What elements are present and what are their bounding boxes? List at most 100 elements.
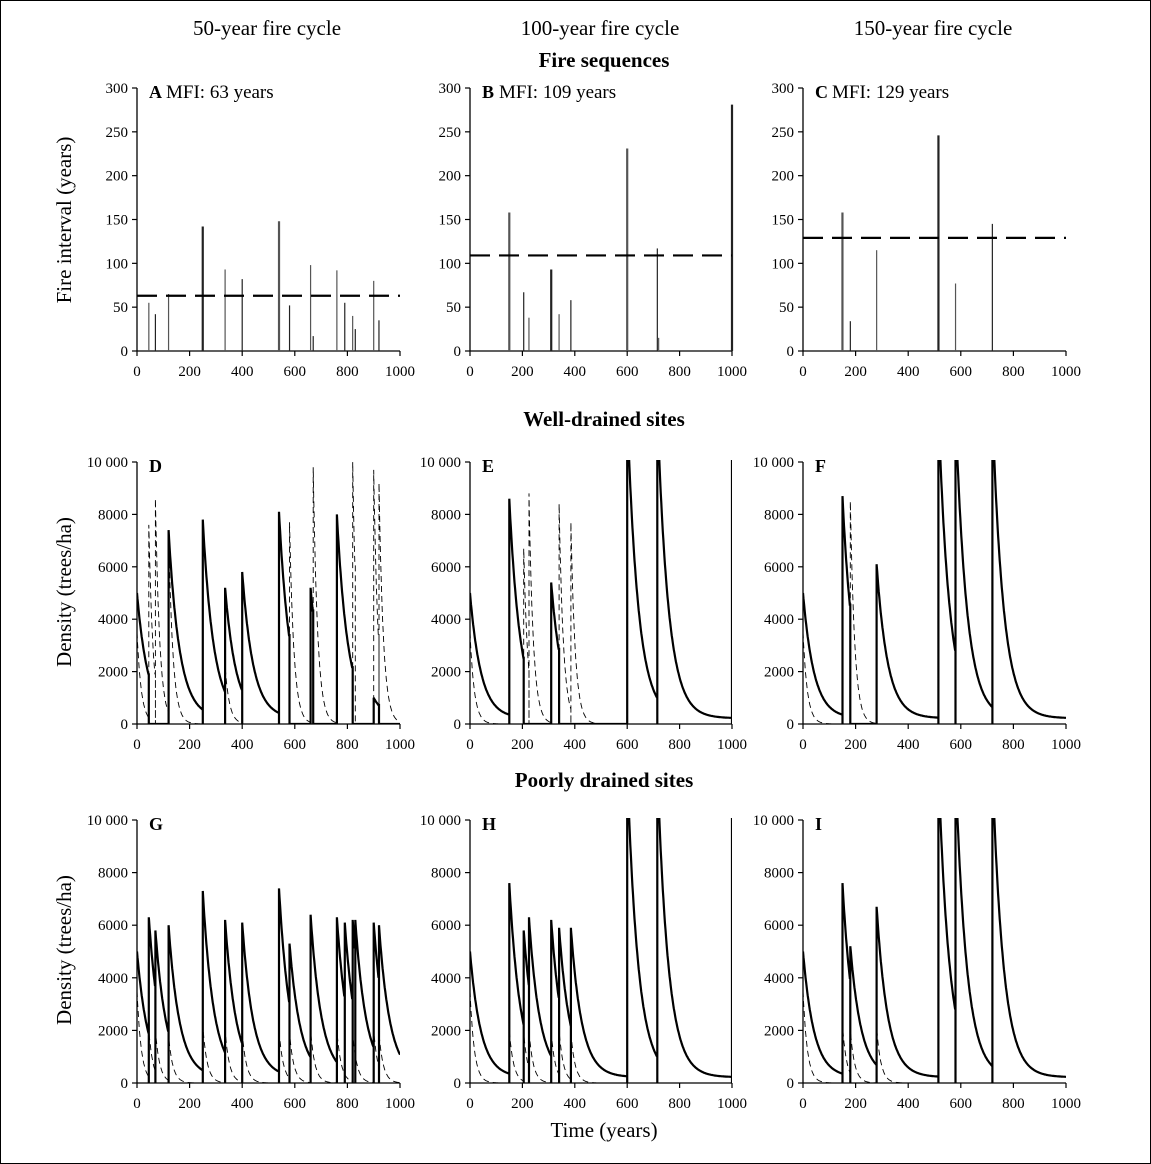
y-tick-label: 2000 — [431, 1023, 461, 1039]
y-tick-label: 2000 — [98, 665, 128, 681]
y-tick-label: 0 — [121, 344, 129, 360]
x-tick-label: 800 — [1002, 364, 1025, 380]
y-tick-label: 0 — [787, 717, 795, 733]
x-tick-label: 1000 — [385, 364, 415, 380]
x-tick-label: 400 — [564, 364, 587, 380]
x-tick-label: 0 — [133, 1096, 141, 1112]
x-tick-label: 1000 — [385, 1096, 415, 1112]
series-line-solid — [803, 460, 1066, 724]
y-tick-label: 50 — [446, 300, 461, 316]
x-tick-label: 400 — [231, 737, 254, 753]
y-tick-label: 6000 — [98, 560, 128, 576]
y-tick-label: 100 — [106, 256, 129, 272]
panel-C: 0 50 100 150 200 250 300 0 200 400 600 800 1000 C MFI:… — [772, 81, 1082, 380]
x-tick-label: 600 — [950, 364, 973, 380]
y-tick-label: 300 — [106, 81, 129, 97]
y-axis-label-density-well: Density (trees/ha) — [52, 517, 76, 667]
y-tick-label: 6000 — [764, 918, 794, 934]
panel-note-C: MFI: 129 years — [832, 82, 949, 103]
x-tick-label: 200 — [511, 364, 534, 380]
y-tick-label: 200 — [106, 169, 129, 185]
y-tick-label: 8000 — [764, 507, 794, 523]
y-tick-label: 4000 — [431, 971, 461, 987]
series-line-dashed — [470, 990, 732, 1083]
y-tick-label: 150 — [772, 213, 795, 229]
panel-H: 0 2000 4000 6000 8000 10 000 0 200 400 600 800 1000… — [420, 813, 747, 1112]
y-axis-label-fire-interval: Fire interval (years) — [52, 137, 76, 304]
x-tick-label: 600 — [284, 1096, 307, 1112]
y-tick-label: 4000 — [98, 971, 128, 987]
y-tick-label: 4000 — [764, 612, 794, 628]
y-tick-label: 0 — [121, 1076, 129, 1092]
x-tick-label: 1000 — [1051, 1096, 1081, 1112]
y-tick-label: 2000 — [764, 665, 794, 681]
panel-label-E: E — [482, 456, 494, 476]
panel-note-A: MFI: 63 years — [166, 82, 274, 103]
x-tick-label: 1000 — [1051, 737, 1081, 753]
x-axis-label: Time (years) — [550, 1118, 657, 1142]
panel-B: 0 50 100 150 200 250 300 0 200 400 600 800 1000 B MFI:… — [439, 81, 748, 380]
x-tick-label: 600 — [616, 1096, 639, 1112]
y-tick-label: 6000 — [764, 560, 794, 576]
panel-label-A: A — [149, 82, 162, 102]
x-tick-label: 800 — [336, 1096, 359, 1112]
x-tick-label: 800 — [668, 1096, 691, 1112]
y-tick-label: 6000 — [98, 918, 128, 934]
x-tick-label: 200 — [844, 737, 867, 753]
x-tick-label: 600 — [950, 1096, 973, 1112]
y-tick-label: 8000 — [431, 866, 461, 882]
x-tick-label: 800 — [336, 737, 359, 753]
x-tick-label: 0 — [133, 364, 141, 380]
panel-G: 0 2000 4000 6000 8000 10 000 0 200 400 600 800 1000… — [87, 813, 415, 1112]
y-tick-label: 100 — [439, 256, 462, 272]
panel-label-F: F — [815, 456, 826, 476]
x-tick-label: 0 — [133, 737, 141, 753]
column-header-150: 150-year fire cycle — [854, 16, 1013, 40]
y-tick-label: 8000 — [764, 866, 794, 882]
row-header-poorly-drained: Poorly drained sites — [515, 768, 694, 792]
x-tick-label: 1000 — [717, 1096, 747, 1112]
y-tick-label: 200 — [772, 169, 795, 185]
y-tick-label: 50 — [113, 300, 128, 316]
y-tick-label: 10 000 — [753, 813, 794, 829]
y-tick-label: 2000 — [764, 1023, 794, 1039]
x-tick-label: 200 — [511, 737, 534, 753]
x-tick-label: 1000 — [1051, 364, 1081, 380]
x-tick-label: 0 — [466, 1096, 474, 1112]
x-tick-label: 600 — [284, 364, 307, 380]
x-tick-label: 800 — [336, 364, 359, 380]
y-tick-label: 300 — [772, 81, 795, 97]
x-tick-label: 400 — [231, 364, 254, 380]
y-tick-label: 8000 — [98, 866, 128, 882]
column-header-100: 100-year fire cycle — [521, 16, 680, 40]
x-tick-label: 200 — [844, 1096, 867, 1112]
y-tick-label: 0 — [454, 717, 462, 733]
x-tick-label: 0 — [466, 737, 474, 753]
series-line-dashed — [137, 990, 400, 1083]
panel-F: 0 2000 4000 6000 8000 10 000 0 200 400 600 800 1000… — [753, 455, 1081, 753]
panel-A: 0 50 100 150 200 250 300 0 200 400 600 800 1000 A MFI:… — [106, 81, 416, 380]
x-tick-label: 0 — [799, 364, 807, 380]
panel-label-C: C — [815, 82, 828, 102]
y-tick-label: 6000 — [431, 918, 461, 934]
x-tick-label: 800 — [668, 737, 691, 753]
x-tick-label: 200 — [178, 364, 201, 380]
y-tick-label: 100 — [772, 256, 795, 272]
x-tick-label: 400 — [564, 737, 587, 753]
y-tick-label: 8000 — [98, 507, 128, 523]
x-tick-label: 600 — [284, 737, 307, 753]
y-tick-label: 4000 — [98, 612, 128, 628]
x-tick-label: 1000 — [717, 737, 747, 753]
x-tick-label: 1000 — [385, 737, 415, 753]
x-tick-label: 200 — [511, 1096, 534, 1112]
x-tick-label: 600 — [950, 737, 973, 753]
panel-I: 0 2000 4000 6000 8000 10 000 0 200 400 600 800 1000… — [753, 813, 1081, 1112]
y-tick-label: 4000 — [764, 971, 794, 987]
series-line-solid — [470, 818, 732, 1083]
series-line-solid — [137, 888, 400, 1083]
y-tick-label: 250 — [106, 125, 129, 141]
x-tick-label: 600 — [616, 737, 639, 753]
y-tick-label: 4000 — [431, 612, 461, 628]
